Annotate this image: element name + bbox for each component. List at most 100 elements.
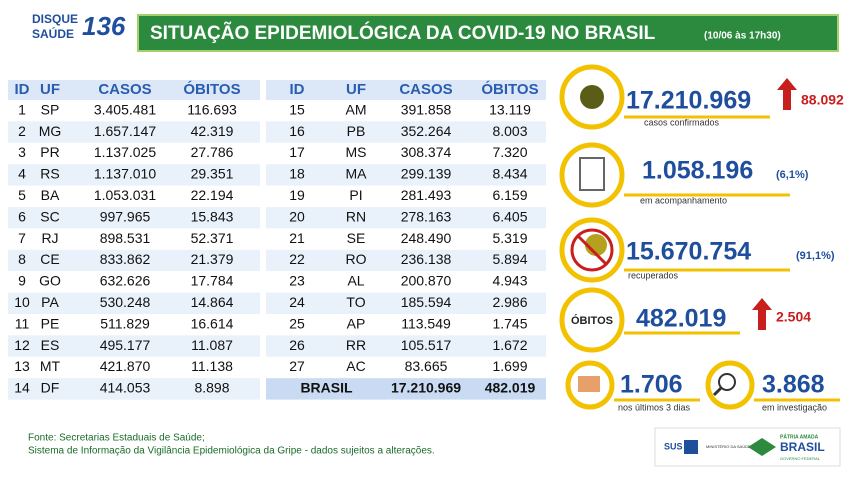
table-cell: 13 [14, 358, 30, 374]
table-row [8, 335, 260, 357]
table-row [266, 228, 546, 250]
table-cell: 22 [289, 251, 305, 267]
monitoring-label: em acompanhamento [640, 195, 727, 205]
total-cell: 17.210.969 [391, 380, 461, 396]
table-cell: 1.657.147 [94, 123, 156, 139]
table-cell: 25 [289, 315, 305, 331]
tables: ID UF CASOS ÓBITOS 1 SP 3.405.481 116.693 2 MG 1.6… [8, 80, 546, 400]
table-row [266, 164, 546, 186]
table-cell: 21 [289, 230, 305, 246]
column-header: ID [290, 81, 305, 98]
table-cell: 6.159 [492, 187, 527, 203]
table-cell: 12 [14, 337, 30, 353]
confirmed-value: 17.210.969 [626, 87, 751, 115]
table-cell: 15 [289, 101, 305, 117]
table-cell: 8.003 [492, 123, 527, 139]
table-cell: 248.490 [401, 230, 452, 246]
recent-label: nos últimos 3 dias [618, 402, 691, 412]
table-cell: MS [346, 144, 367, 160]
table-cell: PI [349, 187, 362, 203]
table-cell: TO [346, 294, 365, 310]
table-cell: 14.864 [191, 294, 234, 310]
table-cell: 200.870 [401, 273, 452, 289]
table-cell: 10 [14, 294, 30, 310]
magnifier-handle [712, 386, 723, 397]
table-cell: 511.829 [100, 315, 150, 331]
deaths-change: 2.504 [776, 309, 811, 325]
table-cell: 13.119 [489, 101, 531, 117]
table-cell: 23 [289, 273, 305, 289]
table-cell: 1.745 [492, 315, 527, 331]
header-row [266, 80, 546, 100]
table-cell: 5 [18, 187, 26, 203]
table-cell: 898.531 [100, 230, 151, 246]
title: SITUAÇÃO EPIDEMIOLÓGICA DA COVID-19 NO B… [150, 22, 656, 44]
table-cell: 236.138 [401, 251, 452, 267]
table-cell: 7.320 [492, 144, 527, 160]
table-cell: 11 [15, 315, 30, 331]
table-cell: 299.139 [401, 166, 452, 182]
table-cell: 421.870 [100, 358, 151, 374]
column-header: ÓBITOS [183, 80, 240, 98]
column-header: CASOS [399, 81, 452, 98]
logo-top: DISQUE [32, 12, 78, 26]
table-cell: AP [347, 315, 366, 331]
table-cell: 4.943 [492, 273, 527, 289]
table-cell: 2 [18, 123, 26, 139]
table-row [8, 271, 260, 293]
table-cell: 495.177 [100, 337, 151, 353]
deaths-value: 482.019 [636, 305, 726, 333]
table-row [266, 100, 546, 122]
table-row [8, 207, 260, 229]
table-cell: AM [346, 101, 367, 117]
table-cell: RN [346, 208, 366, 224]
table-row [8, 228, 260, 250]
table-row [8, 164, 260, 186]
table-row [266, 356, 546, 379]
table-row [8, 185, 260, 207]
table-cell: 11.087 [191, 337, 233, 353]
table-cell: 18 [289, 166, 305, 182]
table-row [266, 142, 546, 165]
column-header: UF [40, 81, 60, 98]
column-header: ÓBITOS [481, 80, 538, 98]
table-row [8, 356, 260, 379]
sus-cross [684, 440, 698, 454]
table-cell: PB [347, 123, 366, 139]
recovered-percent: (91,1%) [796, 250, 835, 262]
deaths-icon-label: ÓBITOS [571, 314, 613, 327]
table-row [8, 142, 260, 165]
timestamp: (10/06 às 17h30) [704, 31, 781, 42]
no-icon [570, 228, 614, 272]
icon-circle [559, 287, 625, 353]
source-1: Fonte: Secretarias Estaduais de Saúde; [28, 433, 205, 444]
table-cell: 414.053 [100, 380, 151, 396]
sus-logo: SUS [664, 441, 683, 451]
table-cell: 1.053.031 [94, 187, 156, 203]
source-2: Sistema de Informação da Vigilância Epid… [28, 446, 435, 457]
column-header: CASOS [98, 81, 151, 98]
logo-bottom: SAÚDE [32, 26, 74, 41]
table-cell: 833.862 [100, 251, 151, 267]
recovered-label: recuperados [628, 270, 679, 280]
icon-circle [705, 360, 755, 410]
table-cell: 1.672 [492, 337, 527, 353]
table-row [266, 121, 546, 143]
total-row [266, 378, 546, 400]
table-cell: 14 [14, 380, 30, 396]
table-cell: 8.434 [492, 166, 527, 182]
table-cell: MG [39, 123, 62, 139]
table-cell: 632.626 [100, 273, 151, 289]
table-cell: 4 [18, 166, 26, 182]
table-row [8, 100, 260, 122]
table-cell: 105.517 [401, 337, 452, 353]
flag-icon [748, 438, 776, 456]
stats [559, 64, 755, 410]
table-cell: 15.843 [191, 208, 234, 224]
table-cell: 11.138 [191, 358, 233, 374]
column-header: UF [346, 81, 366, 98]
table-cell: 9 [18, 273, 26, 289]
table-cell: 22.194 [191, 187, 234, 203]
table-cell: 530.248 [100, 294, 151, 310]
table-cell: 278.163 [401, 208, 452, 224]
